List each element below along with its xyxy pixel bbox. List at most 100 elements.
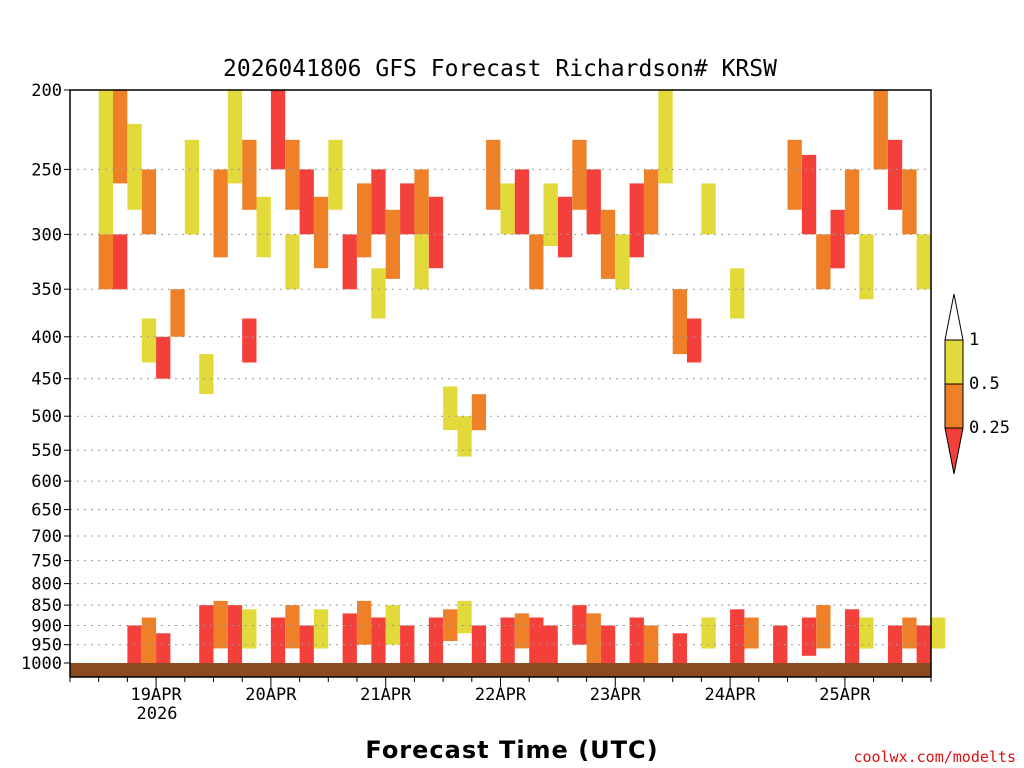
ri-cell <box>887 139 903 210</box>
ri-cell <box>644 169 659 235</box>
ri-cell <box>242 139 257 210</box>
ri-cell <box>184 139 200 235</box>
ri-cell-low <box>313 609 329 649</box>
y-tick-label: 350 <box>31 280 62 300</box>
x-tick-label: 20APR <box>245 685 297 705</box>
y-tick-label: 300 <box>31 225 62 245</box>
y-axis: 200 250 300 350 400 450 500 550 600 650 700 750 8008… <box>21 81 70 674</box>
ri-cell-low <box>242 609 257 649</box>
ri-cell <box>98 90 113 235</box>
y-tick-label: 450 <box>31 370 62 390</box>
colorbar-bottom-arrow <box>944 427 964 475</box>
ri-cell-low <box>572 605 587 645</box>
ri-cell <box>730 268 745 319</box>
ri-cell <box>701 183 716 235</box>
y-tick-label: 550 <box>31 441 62 461</box>
ri-cell <box>787 139 802 210</box>
y-tick-label: 400 <box>31 328 62 348</box>
ri-cell-low <box>672 633 687 663</box>
colorbar-top-arrow <box>944 293 964 341</box>
ri-cell-low <box>801 617 817 656</box>
ri-cell <box>213 169 228 258</box>
ri-cell <box>471 394 487 431</box>
ri-cell <box>500 183 515 235</box>
ri-cell <box>586 169 601 235</box>
ri-cell <box>615 234 630 290</box>
ri-cell <box>242 318 257 363</box>
ri-cell <box>902 169 917 235</box>
ground-fill <box>70 663 931 677</box>
ri-cell-low <box>457 600 472 634</box>
ri-cell-low <box>844 609 860 663</box>
ri-cell-low <box>543 625 558 663</box>
ri-cell <box>227 90 243 184</box>
chart-title: 2026041806 GFS Forecast Richardson# KRSW <box>223 56 777 82</box>
x-tick-label: 22APR <box>475 685 527 705</box>
ri-cell <box>801 154 817 235</box>
color-legend: 1 0.5 0.25 <box>944 293 1010 475</box>
ri-cell-low <box>744 617 759 649</box>
x-tick-label: 23APR <box>590 685 642 705</box>
ri-cell-low <box>342 613 357 663</box>
ri-cell-low <box>500 617 515 663</box>
y-tick-label: 950 <box>31 636 62 656</box>
ri-cell <box>199 354 214 395</box>
ri-cell-low <box>816 605 831 649</box>
x-tick-label: 24APR <box>705 685 757 705</box>
ri-cell-low <box>141 617 157 663</box>
ri-cell <box>371 268 386 319</box>
ground-band <box>70 663 931 677</box>
x-year-label: 2026 <box>137 704 178 724</box>
ri-cell-low <box>227 605 243 663</box>
y-tick-label: 850 <box>31 596 62 616</box>
y-tick-label: 650 <box>31 501 62 521</box>
ri-cell <box>156 336 171 379</box>
ri-cell <box>141 318 157 363</box>
ri-cell <box>428 196 444 269</box>
x-axis: 19APR 20APR 21APR 22APR 23APR 24APR 25APR <box>69 677 932 705</box>
ri-cell <box>916 234 931 290</box>
ri-cell-low <box>629 617 644 663</box>
ri-cell <box>127 123 142 210</box>
ri-cell-low <box>859 617 874 649</box>
ri-cell-low <box>931 617 946 649</box>
ri-cell <box>113 234 128 290</box>
ri-cell <box>873 90 888 170</box>
gridlines <box>70 168 931 646</box>
colorbar-bin <box>944 383 964 429</box>
ri-cell <box>371 169 386 235</box>
x-tick-label: 25APR <box>819 685 871 705</box>
y-tick-label: 500 <box>31 407 62 427</box>
ri-cell <box>557 196 573 258</box>
ri-cell <box>98 234 113 290</box>
ri-cell <box>543 183 558 246</box>
ri-cell <box>342 234 357 290</box>
colorbar-label: 0.5 <box>969 374 1000 394</box>
ri-cell <box>170 289 185 337</box>
y-tick-label: 900 <box>31 617 62 637</box>
ri-cell <box>572 139 587 210</box>
ri-cell <box>844 169 860 235</box>
ri-cell <box>816 234 831 290</box>
ri-cell-low <box>428 617 444 663</box>
plot-frame <box>69 89 932 678</box>
y-tick-label: 200 <box>31 81 62 101</box>
ri-cell-low <box>471 625 487 663</box>
ri-cell <box>313 196 329 269</box>
ri-cell <box>529 234 544 290</box>
source-credit[interactable]: coolwx.com/modelts <box>853 748 1016 766</box>
ri-cell <box>328 139 343 210</box>
colorbar-label: 0.25 <box>969 418 1010 438</box>
ri-cell <box>141 169 157 235</box>
ri-cell-low <box>385 605 400 645</box>
data-cells <box>98 90 946 663</box>
ri-cell <box>299 169 314 235</box>
ri-cell-low <box>902 617 917 649</box>
ri-cell <box>600 209 616 279</box>
ri-cell <box>400 183 415 235</box>
ri-cell <box>256 196 271 258</box>
ri-cell-low <box>371 617 386 663</box>
ri-cell <box>629 183 644 258</box>
y-tick-label: 250 <box>31 160 62 180</box>
